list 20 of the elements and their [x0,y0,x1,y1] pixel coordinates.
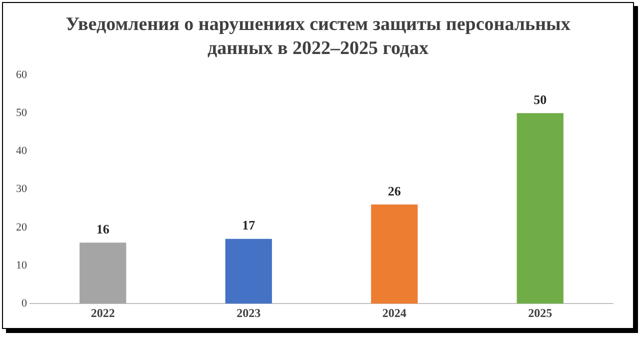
y-tick-label: 10 [16,259,28,272]
bar [80,242,126,304]
x-tick-label: 2024 [382,306,406,320]
x-tick-label: 2025 [528,306,552,320]
x-tick-label: 2022 [90,306,115,320]
y-tick-label: 0 [22,297,28,310]
bar [516,113,564,304]
y-tick-label: 20 [16,221,28,234]
y-tick-label: 30 [16,183,28,196]
chart-title: Уведомления о нарушениях систем защиты персональных данных в 2022–2025 годах [64,13,572,61]
data-label: 17 [242,218,256,233]
y-tick-label: 40 [16,145,28,158]
data-label: 16 [96,222,110,236]
bar [371,204,418,304]
data-label: 50 [534,92,547,107]
y-tick-label: 50 [16,106,28,119]
y-tick-label: 60 [16,68,28,81]
bar [225,238,272,304]
x-tick-label: 2023 [236,306,261,320]
data-label: 26 [388,183,402,198]
